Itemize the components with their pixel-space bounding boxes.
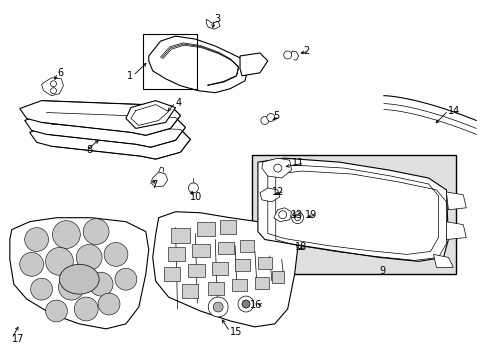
Text: 10: 10 <box>190 192 202 202</box>
Circle shape <box>115 268 137 290</box>
Circle shape <box>25 228 48 251</box>
Text: 3: 3 <box>214 14 220 24</box>
Circle shape <box>188 183 198 193</box>
Text: 5: 5 <box>273 112 279 121</box>
Bar <box>271 271 283 283</box>
Circle shape <box>291 212 303 224</box>
Circle shape <box>242 300 249 308</box>
Polygon shape <box>206 19 220 29</box>
Text: 15: 15 <box>230 327 242 337</box>
Text: 11: 11 <box>292 158 304 168</box>
Circle shape <box>238 296 253 312</box>
Polygon shape <box>262 158 291 178</box>
Bar <box>142 34 197 89</box>
Polygon shape <box>20 100 180 135</box>
Circle shape <box>104 243 128 266</box>
Polygon shape <box>446 192 466 210</box>
Polygon shape <box>433 255 452 267</box>
Circle shape <box>50 81 56 87</box>
Bar <box>232 279 246 291</box>
Bar <box>208 282 224 295</box>
Circle shape <box>76 244 102 270</box>
Circle shape <box>283 51 291 59</box>
Text: 4: 4 <box>175 98 181 108</box>
Circle shape <box>45 247 73 275</box>
Text: 14: 14 <box>447 105 460 116</box>
Circle shape <box>89 272 113 296</box>
Circle shape <box>83 219 109 244</box>
Text: 6: 6 <box>57 68 63 78</box>
Ellipse shape <box>60 264 99 294</box>
Bar <box>235 260 249 271</box>
Polygon shape <box>30 125 190 159</box>
Polygon shape <box>126 100 175 129</box>
Circle shape <box>266 113 274 121</box>
Circle shape <box>98 293 120 315</box>
Circle shape <box>50 88 56 94</box>
Text: 8: 8 <box>86 145 92 155</box>
Text: 12: 12 <box>272 187 284 197</box>
Bar <box>182 284 198 298</box>
Circle shape <box>208 297 228 317</box>
Bar <box>192 243 210 257</box>
Polygon shape <box>152 212 297 327</box>
Polygon shape <box>259 188 279 202</box>
Text: 17: 17 <box>12 334 24 344</box>
Circle shape <box>52 221 80 248</box>
Bar <box>251 155 455 274</box>
Circle shape <box>213 302 223 312</box>
Bar <box>167 247 185 261</box>
Polygon shape <box>41 78 63 96</box>
Circle shape <box>31 278 52 300</box>
Text: 16: 16 <box>249 300 262 310</box>
Circle shape <box>294 215 300 221</box>
Circle shape <box>260 117 268 125</box>
Bar <box>197 222 215 235</box>
Circle shape <box>74 297 98 321</box>
Bar <box>257 257 271 269</box>
Text: 18: 18 <box>295 243 307 252</box>
Circle shape <box>45 300 67 322</box>
Polygon shape <box>25 113 185 147</box>
Polygon shape <box>273 208 291 222</box>
Polygon shape <box>240 53 267 76</box>
Circle shape <box>20 252 43 276</box>
Bar <box>254 277 268 289</box>
Text: 2: 2 <box>303 46 309 56</box>
Text: 13: 13 <box>291 210 303 220</box>
Bar <box>163 267 179 281</box>
Circle shape <box>59 274 84 300</box>
Circle shape <box>273 164 281 172</box>
Bar <box>212 262 228 275</box>
Polygon shape <box>148 36 247 93</box>
Bar <box>220 220 236 234</box>
Bar <box>188 264 205 277</box>
Polygon shape <box>446 222 466 239</box>
Polygon shape <box>10 218 148 329</box>
Bar <box>240 239 253 252</box>
Text: 19: 19 <box>305 210 317 220</box>
Bar <box>170 228 190 243</box>
Bar <box>218 242 234 255</box>
Text: 9: 9 <box>378 266 384 276</box>
Circle shape <box>278 211 286 219</box>
Polygon shape <box>257 158 447 261</box>
Polygon shape <box>150 172 167 187</box>
Text: 1: 1 <box>126 71 133 81</box>
Text: 7: 7 <box>150 180 157 190</box>
